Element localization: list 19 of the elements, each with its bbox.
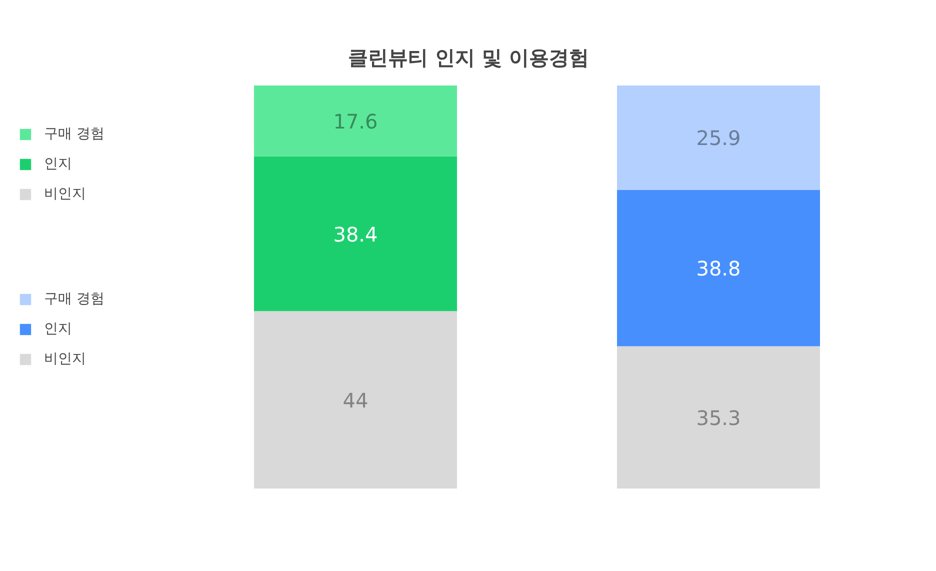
legend-label: 비인지 — [44, 350, 86, 368]
text: 인지 — [44, 321, 72, 337]
data-label: 38.4 — [333, 222, 378, 246]
data-label: 44 — [342, 388, 368, 412]
data-label: 35.3 — [696, 406, 741, 430]
text: 구매 경험 — [44, 291, 104, 307]
bar — [254, 311, 457, 488]
bar — [254, 156, 457, 312]
bar — [617, 190, 820, 346]
legend-label: 구매 경험 — [44, 125, 104, 143]
bar — [617, 86, 820, 190]
data-label: 38.8 — [696, 256, 741, 281]
legend-label: 인지 — [44, 155, 72, 173]
chart-title: 클린뷰티 인지 및 이용경험 — [348, 46, 589, 70]
bar — [254, 86, 457, 156]
text: 비인지 — [44, 186, 86, 202]
bar — [617, 346, 820, 488]
data-label: 25.9 — [696, 126, 741, 150]
data-label: 17.6 — [333, 109, 378, 134]
